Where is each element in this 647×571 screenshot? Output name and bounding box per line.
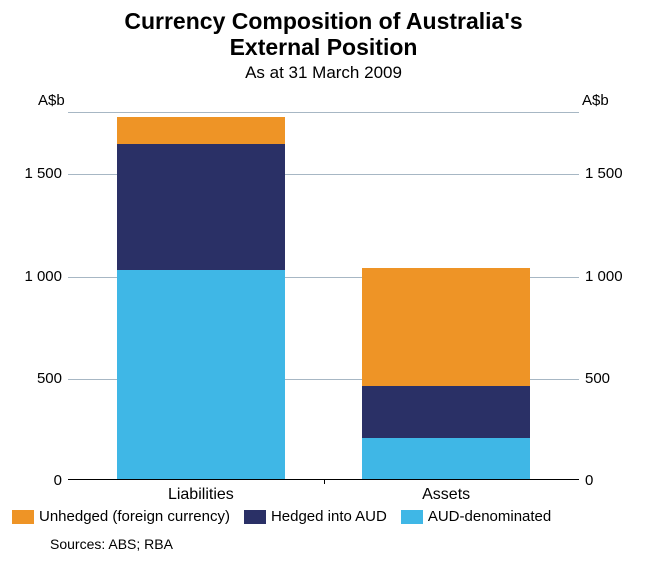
sources-text: Sources: ABS; RBA	[50, 536, 173, 552]
ytick-label-right: 1 000	[579, 268, 639, 285]
x-axis-center-tick	[324, 479, 325, 484]
chart-title: Currency Composition of Australia's Exte…	[0, 0, 647, 61]
ytick-label-right: 0	[579, 472, 639, 489]
bar-assets	[362, 268, 531, 479]
plot-area: 005005001 0001 0001 5001 500LiabilitiesA…	[68, 112, 579, 480]
ytick-label-left: 1 000	[8, 268, 68, 285]
legend-swatch	[244, 510, 266, 524]
legend-label: Hedged into AUD	[271, 508, 387, 525]
ytick-label-right: 500	[579, 370, 639, 387]
ytick-label-right: 1 500	[579, 165, 639, 182]
bar-segment-aud	[117, 270, 286, 479]
legend-swatch	[401, 510, 423, 524]
title-line-2: External Position	[0, 34, 647, 60]
bar-segment-unhedged	[362, 268, 531, 386]
chart-container: Currency Composition of Australia's Exte…	[0, 0, 647, 571]
legend: Unhedged (foreign currency) Hedged into A…	[12, 508, 642, 525]
legend-item: AUD-denominated	[401, 508, 551, 525]
y-axis-label-left: A$b	[38, 92, 65, 109]
ytick-label-left: 500	[8, 370, 68, 387]
category-label: Assets	[422, 486, 470, 504]
legend-item: Unhedged (foreign currency)	[12, 508, 230, 525]
bar-segment-hedged	[362, 386, 531, 438]
legend-swatch	[12, 510, 34, 524]
title-line-1: Currency Composition of Australia's	[0, 8, 647, 34]
legend-label: AUD-denominated	[428, 508, 551, 525]
bar-liabilities	[117, 117, 286, 479]
ytick-label-left: 1 500	[8, 165, 68, 182]
ytick-label-left: 0	[8, 472, 68, 489]
legend-item: Hedged into AUD	[244, 508, 387, 525]
bar-segment-unhedged	[117, 117, 286, 144]
bar-segment-hedged	[117, 144, 286, 271]
category-label: Liabilities	[168, 486, 234, 504]
legend-label: Unhedged (foreign currency)	[39, 508, 230, 525]
bar-segment-aud	[362, 438, 531, 479]
y-axis-label-right: A$b	[582, 92, 609, 109]
chart-subtitle: As at 31 March 2009	[0, 63, 647, 83]
